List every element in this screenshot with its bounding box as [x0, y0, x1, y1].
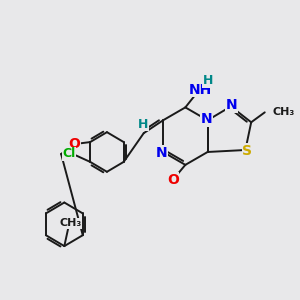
Text: O: O — [167, 173, 179, 187]
Text: NH: NH — [188, 82, 212, 97]
Text: Cl: Cl — [62, 148, 76, 160]
Text: CH₃: CH₃ — [59, 218, 81, 228]
Text: O: O — [69, 137, 81, 151]
Text: H: H — [202, 74, 213, 87]
Text: N: N — [226, 98, 238, 112]
Text: H: H — [138, 118, 148, 131]
Text: N: N — [201, 112, 212, 126]
Text: S: S — [242, 144, 252, 158]
Text: CH₃: CH₃ — [272, 107, 295, 117]
Text: N: N — [155, 146, 167, 160]
